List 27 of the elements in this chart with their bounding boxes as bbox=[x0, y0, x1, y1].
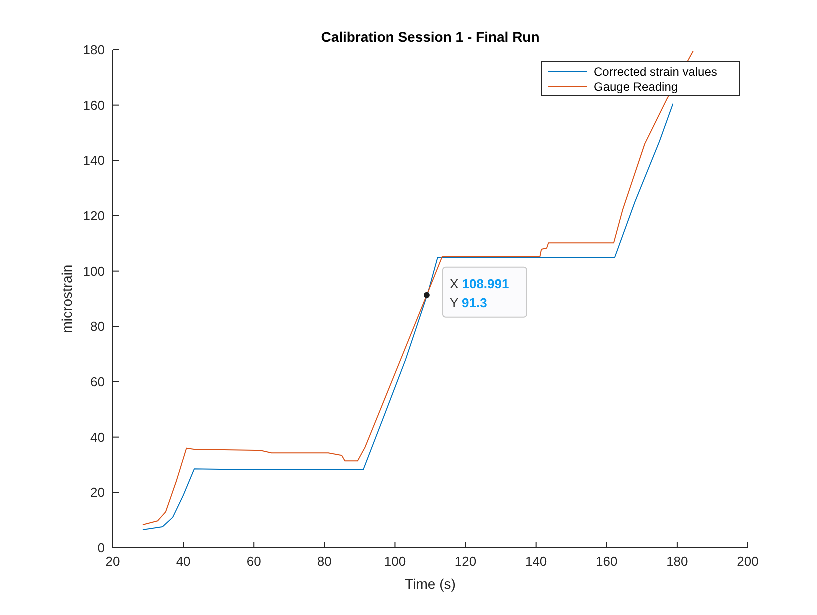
x-tick-label: 160 bbox=[596, 554, 618, 569]
y-tick-label: 0 bbox=[98, 540, 105, 556]
y-tick-label: 80 bbox=[90, 319, 105, 334]
y-tick-label: 20 bbox=[90, 485, 105, 500]
x-tick-label: 200 bbox=[737, 554, 759, 569]
x-tick-label: 100 bbox=[384, 554, 406, 569]
x-tick-label: 80 bbox=[317, 554, 332, 569]
x-tick-label: 120 bbox=[454, 554, 477, 569]
y-tick-label: 180 bbox=[83, 42, 105, 58]
legend-label: Gauge Reading bbox=[594, 80, 678, 94]
x-tick-label: 20 bbox=[106, 554, 120, 569]
annotation: X 108.991 Y 91.3 bbox=[450, 276, 510, 310]
legend-label: Corrected strain values bbox=[594, 65, 718, 79]
line-series bbox=[142, 103, 674, 531]
x-tick-label: 180 bbox=[666, 554, 688, 569]
chart-title: Calibration Session 1 - Final Run bbox=[321, 29, 540, 45]
y-tick-label: 140 bbox=[83, 153, 105, 168]
y-tick-label: 40 bbox=[90, 430, 105, 445]
y-axis-title: microstrain bbox=[59, 264, 75, 334]
x-axis-title: Time (s) bbox=[405, 576, 456, 592]
y-tick-label: 160 bbox=[83, 98, 105, 113]
x-tick-label: 140 bbox=[525, 554, 548, 569]
y-tick-label: 120 bbox=[83, 208, 105, 224]
y-tick-label: 60 bbox=[90, 374, 105, 390]
x-tick-label: 60 bbox=[246, 554, 262, 569]
x-tick-label: 40 bbox=[176, 554, 191, 569]
y-tick-label: 100 bbox=[83, 264, 105, 279]
